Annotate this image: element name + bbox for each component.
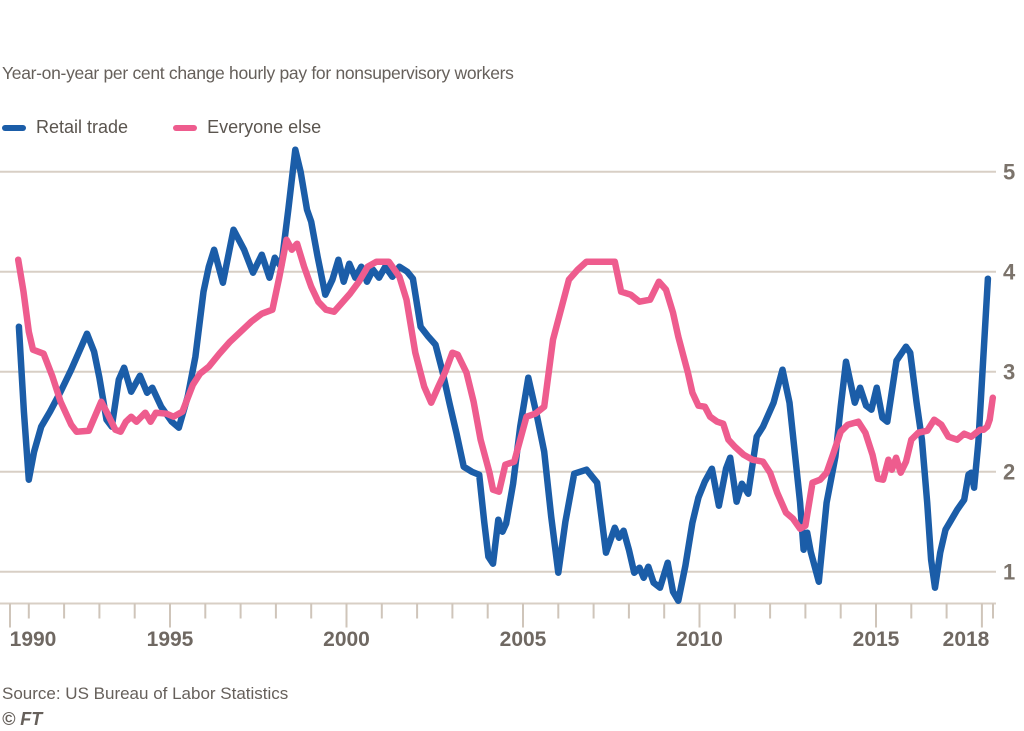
legend-label-retail-trade: Retail trade: [36, 117, 129, 137]
x-tick-label: 1990: [10, 628, 57, 651]
y-tick-label: 4: [1003, 260, 1016, 285]
x-tick-label: 2005: [500, 628, 547, 651]
series-line-retail-trade: [15, 146, 992, 604]
chart-legend: Retail trade Everyone else: [2, 117, 321, 138]
everyone-else-swatch: [173, 124, 198, 131]
x-tick-label: 2000: [323, 628, 370, 651]
y-tick-label: 5: [1003, 160, 1015, 185]
x-tick-label: 2010: [676, 628, 723, 651]
x-tick-label: 1995: [147, 628, 194, 651]
y-tick-label: 3: [1003, 360, 1015, 385]
retail-trade-swatch: [2, 124, 26, 131]
legend-label-everyone-else: Everyone else: [207, 117, 322, 137]
x-tick-label: 2015: [853, 628, 900, 651]
y-tick-label: 1: [1003, 560, 1015, 585]
ft-credit: © FT: [2, 709, 43, 729]
x-tick-label: 2018: [943, 628, 990, 651]
source-note: Source: US Bureau of Labor Statistics: [2, 684, 289, 703]
y-tick-label: 2: [1003, 460, 1015, 485]
chart-subtitle: Year-on-year per cent change hourly pay …: [2, 63, 514, 83]
legend-item-everyone-else: Everyone else: [173, 117, 321, 138]
series-line-everyone-else: [14, 236, 997, 532]
legend-item-retail-trade: Retail trade: [2, 117, 128, 138]
